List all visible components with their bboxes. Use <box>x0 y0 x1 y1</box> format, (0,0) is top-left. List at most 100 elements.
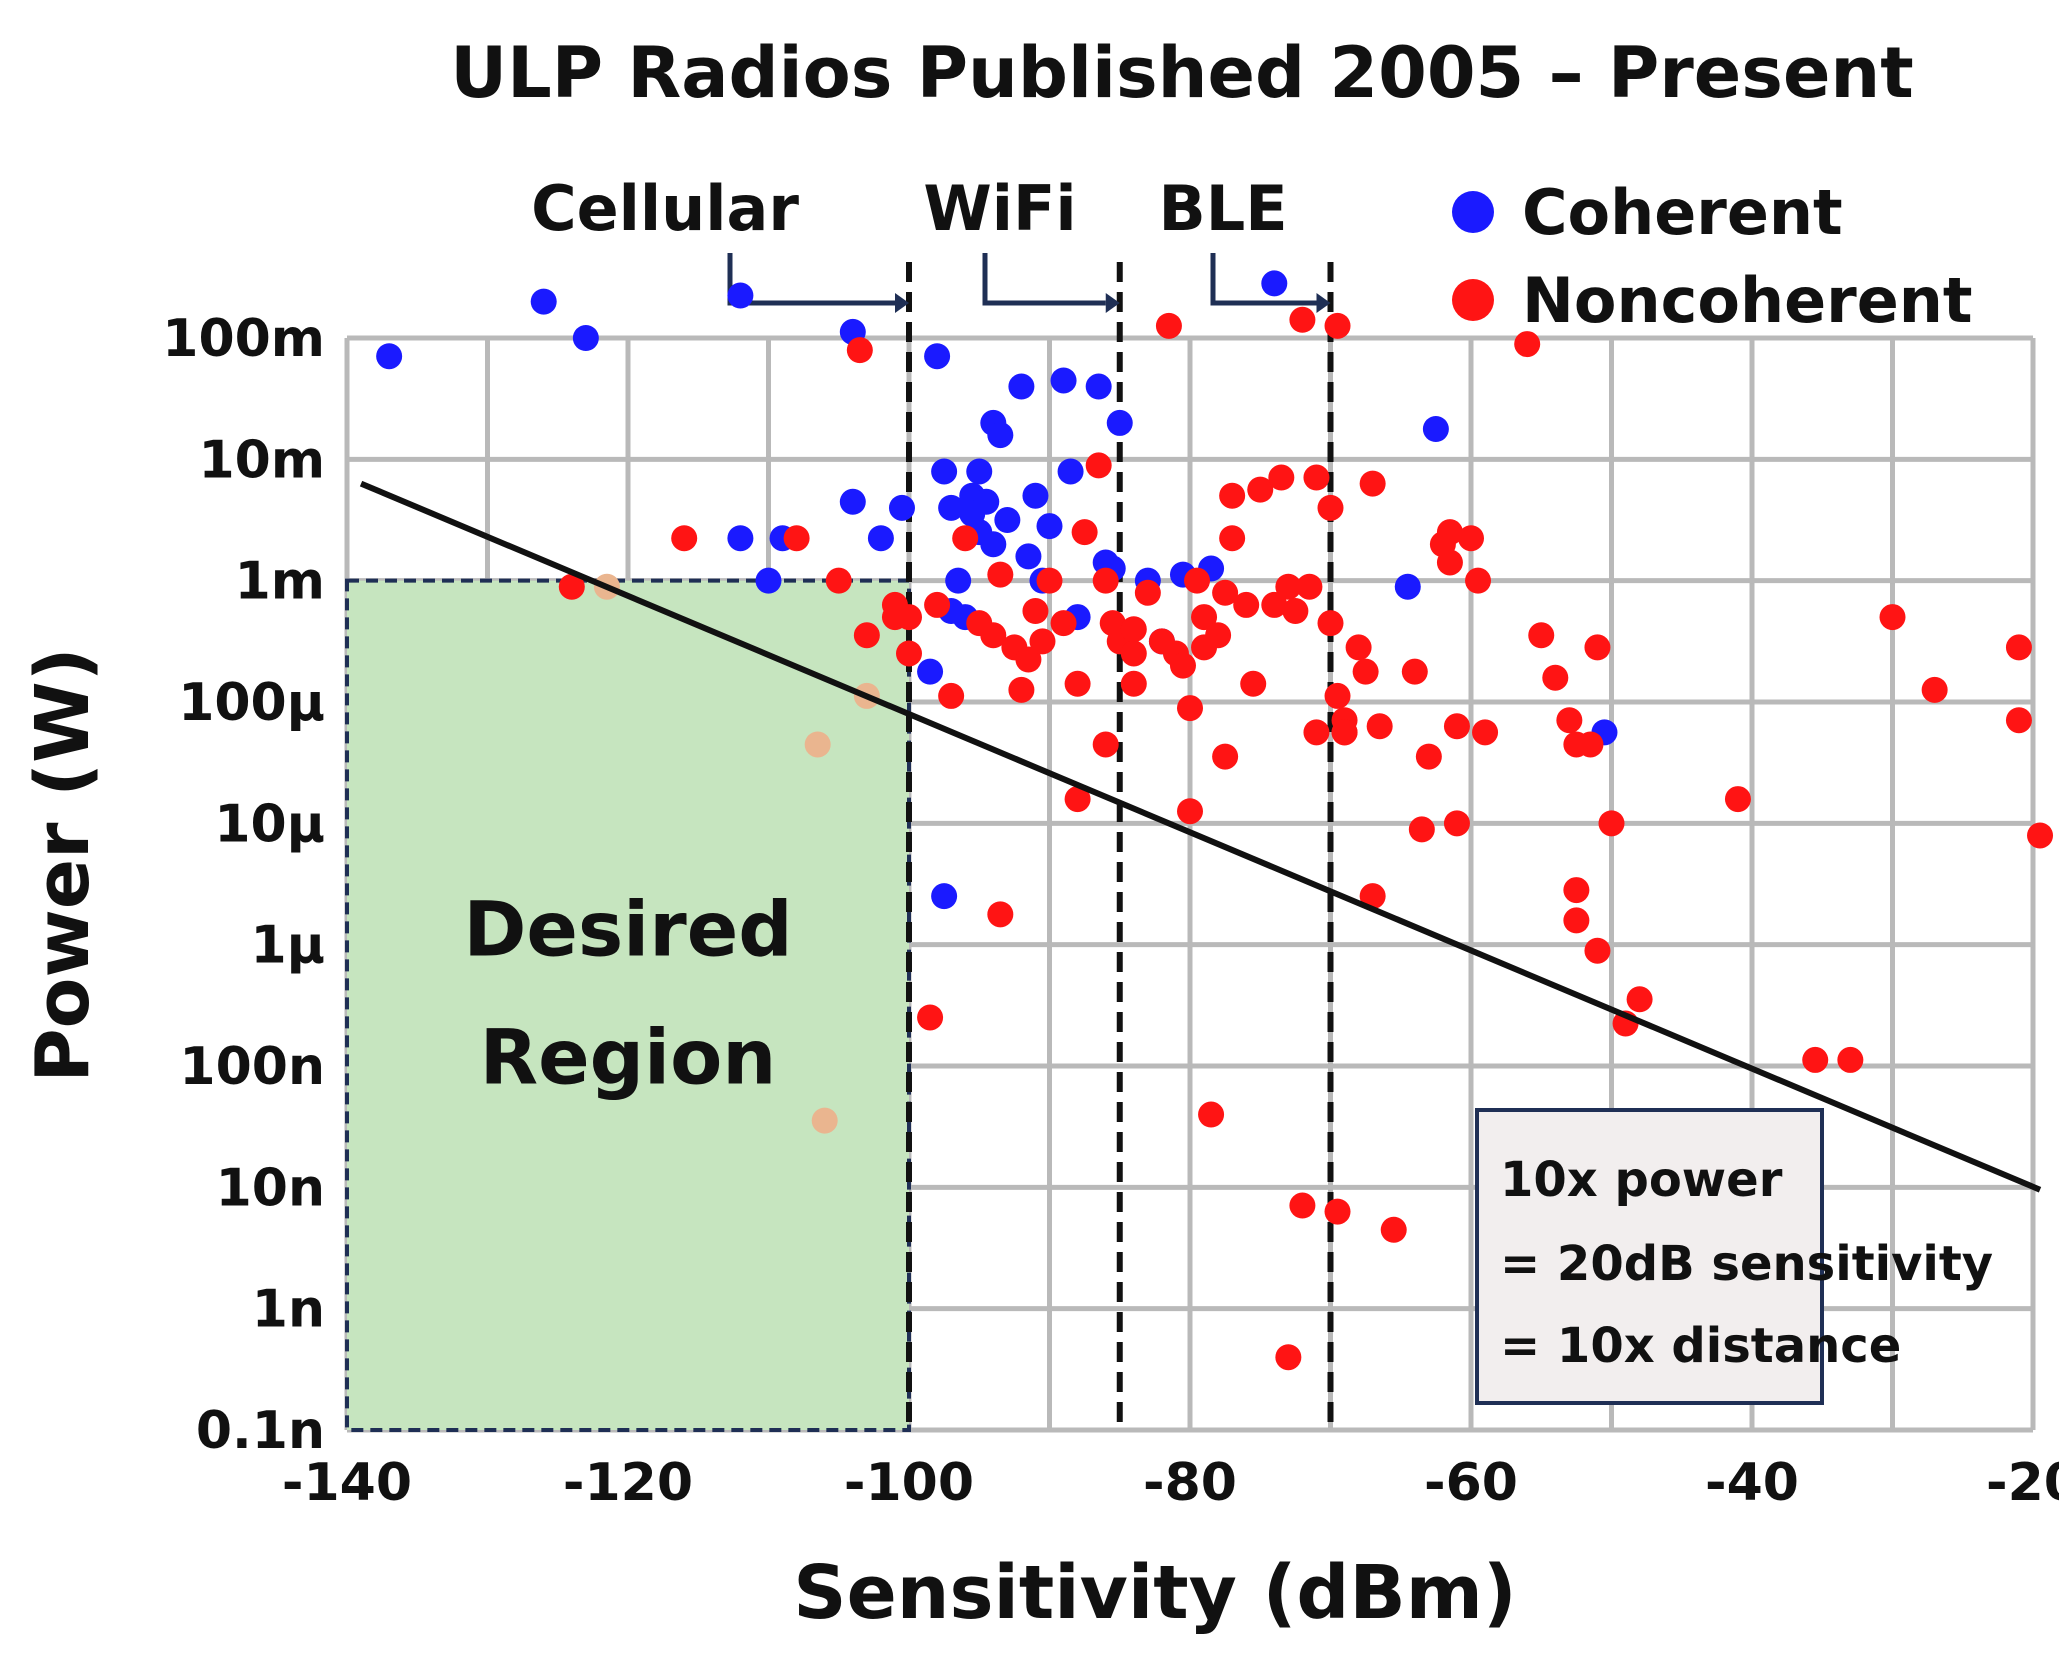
noncoherent-point <box>1177 695 1203 722</box>
noncoherent-point <box>1359 883 1386 910</box>
noncoherent-point <box>1317 610 1344 637</box>
noncoherent-point <box>924 591 951 618</box>
noncoherent-point <box>1275 1344 1302 1371</box>
noncoherent-point <box>1008 676 1035 703</box>
desired-region-label-line: Region <box>480 1013 777 1102</box>
noncoherent-point <box>1528 622 1555 649</box>
noncoherent-point <box>1275 573 1302 600</box>
noncoherent-point <box>1563 907 1590 934</box>
coherent-point <box>839 488 866 515</box>
tick-layer: -140 -120 -100 -80 -60 -40 -20 100m 10m 1m 100µ 10µ… <box>162 309 2059 1513</box>
noncoherent-point <box>1169 652 1196 679</box>
y-tick-label: 100µ <box>178 673 325 733</box>
coherent-point <box>945 567 972 594</box>
annotation-line-3: = 10x distance <box>1500 1318 1901 1374</box>
noncoherent-point <box>1563 877 1590 904</box>
noncoherent-point <box>1134 579 1161 606</box>
noncoherent-point <box>1289 306 1316 333</box>
noncoherent-point <box>1184 567 1211 594</box>
noncoherent-point <box>1303 719 1330 746</box>
band-arrow-head <box>1105 293 1120 313</box>
annotation-line-1: 10x power <box>1500 1152 1783 1208</box>
noncoherent-point <box>1289 1192 1316 1219</box>
noncoherent-point <box>2005 707 2032 734</box>
y-tick-label: 100m <box>162 309 325 369</box>
coherent-point <box>727 282 754 309</box>
noncoherent-point <box>1120 640 1147 667</box>
noncoherent-point <box>1071 519 1098 546</box>
point-layer <box>376 270 2054 1371</box>
x-tick-label: -120 <box>563 1453 693 1513</box>
chart-title: ULP Radios Published 2005 – Present <box>450 32 1913 114</box>
noncoherent-point <box>825 567 852 594</box>
coherent-point <box>755 567 782 594</box>
noncoherent-point <box>1296 573 1323 600</box>
noncoherent-point <box>2027 822 2054 849</box>
band-label-ble: BLE <box>1158 172 1287 245</box>
noncoherent-point <box>896 640 922 667</box>
x-axis-label: Sensitivity (dBm) <box>793 1550 1516 1636</box>
noncoherent-point <box>1212 579 1239 606</box>
trend-line <box>359 480 2042 1193</box>
noncoherent-point <box>1408 816 1435 843</box>
y-tick-label: 10n <box>216 1158 325 1218</box>
noncoherent-point <box>1352 658 1379 685</box>
faded-point <box>804 731 831 758</box>
noncoherent-point <box>1465 567 1492 594</box>
coherent-point <box>1057 458 1084 485</box>
noncoherent-point <box>1036 567 1063 594</box>
noncoherent-point <box>1205 622 1232 649</box>
noncoherent-point <box>1120 616 1147 643</box>
noncoherent-point <box>952 525 979 552</box>
noncoherent-point <box>1359 470 1386 497</box>
legend: Coherent Noncoherent <box>1452 176 1973 337</box>
coherent-point <box>727 525 754 552</box>
noncoherent-point <box>1324 1198 1351 1225</box>
band-arrow-head <box>1316 293 1331 313</box>
y-axis-label: Power (W) <box>20 647 106 1082</box>
y-tick-label: 10m <box>198 430 325 490</box>
noncoherent-point <box>783 525 810 552</box>
noncoherent-point <box>1219 482 1246 509</box>
band-label-wifi: WiFi <box>923 172 1076 245</box>
y-tick-label: 1µ <box>251 916 325 976</box>
coherent-point <box>572 325 599 351</box>
noncoherent-point <box>917 1004 944 1031</box>
noncoherent-point <box>1022 598 1049 624</box>
coherent-point <box>924 343 951 370</box>
band-arrow <box>982 253 1106 306</box>
noncoherent-point <box>1879 604 1906 631</box>
trend-layer <box>359 480 2042 1193</box>
coherent-point <box>938 494 965 521</box>
noncoherent-point <box>980 622 1007 649</box>
noncoherent-point <box>1120 670 1147 697</box>
y-tick-label: 1n <box>252 1280 325 1340</box>
coherent-point <box>376 343 403 370</box>
noncoherent-point <box>987 561 1014 588</box>
noncoherent-point <box>1268 464 1295 491</box>
noncoherent-point <box>671 525 698 552</box>
coherent-point <box>917 658 944 685</box>
x-tick-label: -20 <box>1986 1453 2059 1513</box>
noncoherent-point <box>1303 464 1330 491</box>
coherent-point <box>966 458 993 485</box>
noncoherent-point <box>1219 525 1246 552</box>
band-arrow-head <box>895 293 909 313</box>
noncoherent-point <box>1317 494 1344 521</box>
y-tick-label: 10µ <box>214 794 325 854</box>
noncoherent-point <box>1443 810 1470 837</box>
noncoherent-point <box>1092 731 1119 758</box>
noncoherent-point <box>1366 713 1393 740</box>
coherent-point <box>973 488 1000 515</box>
band-arrow <box>1210 253 1317 306</box>
coherent-point <box>1085 373 1112 400</box>
noncoherent-point <box>1436 549 1463 576</box>
noncoherent-point <box>938 682 965 709</box>
coherent-point <box>1106 409 1133 436</box>
coherent-point <box>931 458 958 485</box>
noncoherent-point <box>1198 1101 1225 1128</box>
coherent-point <box>994 507 1021 533</box>
coherent-point <box>1394 573 1421 600</box>
noncoherent-point <box>1064 786 1091 813</box>
noncoherent-point <box>1092 567 1119 594</box>
